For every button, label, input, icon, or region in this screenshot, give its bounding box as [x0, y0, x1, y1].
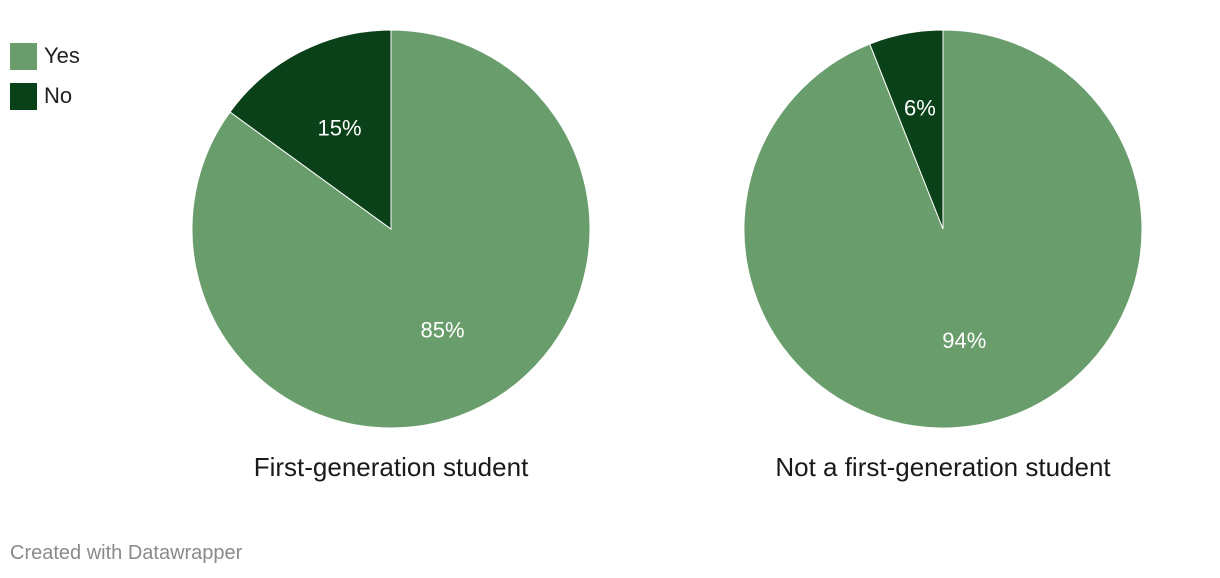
- pie-2-slice-label-no: 6%: [904, 95, 936, 120]
- pie-1-slice-label-no: 15%: [317, 115, 361, 140]
- pie-1-slice-no: [229, 29, 392, 230]
- pie-1-title: First-generation student: [254, 452, 529, 482]
- pie-1-slice-label-yes: 85%: [420, 318, 464, 343]
- pie-2: 94% 6% Not a first-generation student: [743, 29, 1143, 482]
- legend-swatch-yes: [10, 42, 37, 70]
- pie-1: 85% 15% First-generation student: [191, 29, 591, 482]
- pie-2-slice-no: [869, 29, 944, 230]
- legend: Yes No: [10, 42, 80, 122]
- legend-swatch-no: [10, 82, 37, 110]
- legend-item-yes: Yes: [10, 42, 80, 70]
- pie-2-slice-label-yes: 94%: [942, 328, 986, 353]
- pie-2-title: Not a first-generation student: [775, 452, 1111, 482]
- legend-item-no: No: [10, 82, 80, 110]
- legend-label-no: No: [44, 83, 73, 108]
- footer-credit: Created with Datawrapper: [10, 542, 243, 564]
- legend-label-yes: Yes: [44, 43, 80, 68]
